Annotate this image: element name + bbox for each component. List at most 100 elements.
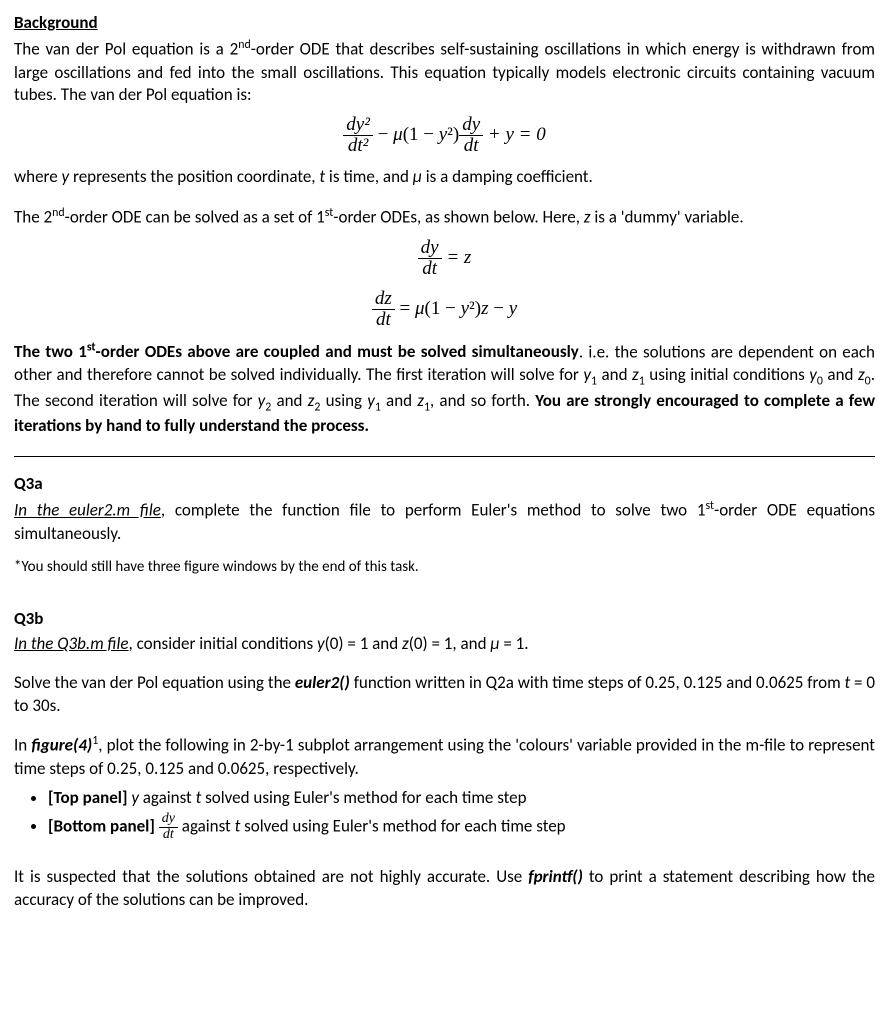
figure-ref: figure(4) xyxy=(31,735,92,756)
text: is time, and xyxy=(325,166,413,187)
sup: nd xyxy=(238,38,251,52)
text: -order ODEs above are coupled and must b… xyxy=(96,341,579,362)
text: -order ODEs, as shown below. Here, xyxy=(333,207,584,228)
denominator: dt² xyxy=(343,136,373,156)
text: where xyxy=(14,166,62,187)
fraction: dy dt xyxy=(418,238,442,279)
text: and xyxy=(381,390,417,411)
text: and xyxy=(597,364,632,385)
fn-name: fprintf() xyxy=(528,866,583,887)
background-paragraph-3: The 2nd-order ODE can be solved as a set… xyxy=(14,205,875,230)
rhs: = z xyxy=(442,247,472,268)
text: against xyxy=(139,787,196,808)
numerator: dz xyxy=(372,289,395,310)
text: (0) = 1 and xyxy=(325,633,402,654)
q3b-paragraph-1: In the Q3b.m file, consider initial cond… xyxy=(14,633,875,656)
q3a-heading: Q3a xyxy=(14,473,875,496)
equation-3: dz dt = μ(1 − y²)z − y xyxy=(14,289,875,330)
text: represents the position coordinate, xyxy=(69,166,319,187)
text: solved using Euler's method for each tim… xyxy=(240,815,565,836)
text: The two 1 xyxy=(14,341,87,362)
mu: μ xyxy=(415,297,425,318)
bold-lead: The two 1st-order ODEs above are coupled… xyxy=(14,341,579,362)
text: (1 − xyxy=(425,297,461,318)
text: and xyxy=(823,364,858,385)
fraction: dy dt xyxy=(159,812,178,842)
list-item: [Bottom panel] dy dt against t solved us… xyxy=(48,812,875,842)
text: It is suspected that the solutions obtai… xyxy=(14,866,528,887)
y1: y xyxy=(583,364,591,385)
numerator: dy xyxy=(459,115,483,136)
text: = xyxy=(395,297,415,318)
background-heading: Background xyxy=(14,12,875,35)
text: − xyxy=(373,124,393,145)
mu: μ xyxy=(490,633,499,654)
fraction: dy dt xyxy=(459,115,483,156)
text: + y = 0 xyxy=(483,124,546,145)
sup: st xyxy=(325,206,334,220)
fraction: dz dt xyxy=(372,289,395,330)
background-paragraph-2: where y represents the position coordina… xyxy=(14,166,875,189)
denominator: dt xyxy=(418,259,442,279)
text: and xyxy=(271,390,307,411)
q3b-heading: Q3b xyxy=(14,608,875,631)
y1b: y xyxy=(367,390,375,411)
sup: nd xyxy=(52,206,65,220)
numerator: dy xyxy=(159,812,178,828)
z: z xyxy=(584,207,591,228)
q3a-note: *You should still have three figure wind… xyxy=(14,557,875,577)
fn-name: euler2() xyxy=(295,672,350,693)
sup: st xyxy=(706,499,715,513)
y: y xyxy=(62,166,70,187)
file-ref: In the euler2.m file xyxy=(14,500,161,521)
q3b-bullet-list: [Top panel] y against t solved using Eul… xyxy=(48,787,875,842)
background-paragraph-1: The van der Pol equation is a 2nd-order … xyxy=(14,37,875,107)
denominator: dt xyxy=(159,828,178,843)
text: − xyxy=(488,297,508,318)
panel-label: [Top panel] xyxy=(48,787,127,808)
text: is a damping coefficient. xyxy=(422,166,593,187)
text: (1 − xyxy=(403,124,439,145)
y: y xyxy=(509,297,517,318)
text: solved using Euler's method for each tim… xyxy=(201,787,526,808)
divider xyxy=(14,456,875,457)
text: ²) xyxy=(469,297,481,318)
list-item: [Top panel] y against t solved using Eul… xyxy=(48,787,875,810)
text: The van der Pol equation is a 2 xyxy=(14,39,238,60)
background-paragraph-4: The two 1st-order ODEs above are coupled… xyxy=(14,340,875,438)
z1b: z xyxy=(417,390,424,411)
q3b-paragraph-4: It is suspected that the solutions obtai… xyxy=(14,866,875,912)
z1: z xyxy=(632,364,639,385)
panel-label: [Bottom panel] xyxy=(48,815,155,836)
text: = 1. xyxy=(500,633,529,654)
denominator: dt xyxy=(372,310,395,330)
file-ref: In the Q3b.m file xyxy=(14,633,129,654)
text: using initial conditions xyxy=(645,364,809,385)
text: , complete the function file to perform … xyxy=(161,500,706,521)
mu: μ xyxy=(413,166,422,187)
y: y xyxy=(439,124,447,145)
text: Solve the van der Pol equation using the xyxy=(14,672,295,693)
fraction: dy² dt² xyxy=(343,115,373,156)
q3b-paragraph-3: In figure(4)1, plot the following in 2-b… xyxy=(14,733,875,781)
text: , and so forth. xyxy=(430,390,535,411)
text: , plot the following in 2-by-1 subplot a… xyxy=(14,735,875,779)
q3b-paragraph-2: Solve the van der Pol equation using the… xyxy=(14,672,875,718)
numerator: dy² xyxy=(343,115,373,136)
mu: μ xyxy=(393,124,403,145)
sup: st xyxy=(87,341,96,355)
z0: z xyxy=(858,364,865,385)
text: ²) xyxy=(447,124,459,145)
equation-2: dy dt = z xyxy=(14,238,875,279)
text: The 2 xyxy=(14,207,52,228)
text: is a 'dummy' variable. xyxy=(591,207,744,228)
text: against xyxy=(178,815,235,836)
y: y xyxy=(461,297,469,318)
text: In xyxy=(14,735,31,756)
denominator: dt xyxy=(459,136,483,156)
numerator: dy xyxy=(418,238,442,259)
text: using xyxy=(320,390,367,411)
text: -order ODE can be solved as a set of 1 xyxy=(65,207,325,228)
text: (0) = 1, and xyxy=(409,633,491,654)
equation-1: dy² dt² − μ(1 − y²) dy dt + y = 0 xyxy=(14,115,875,156)
